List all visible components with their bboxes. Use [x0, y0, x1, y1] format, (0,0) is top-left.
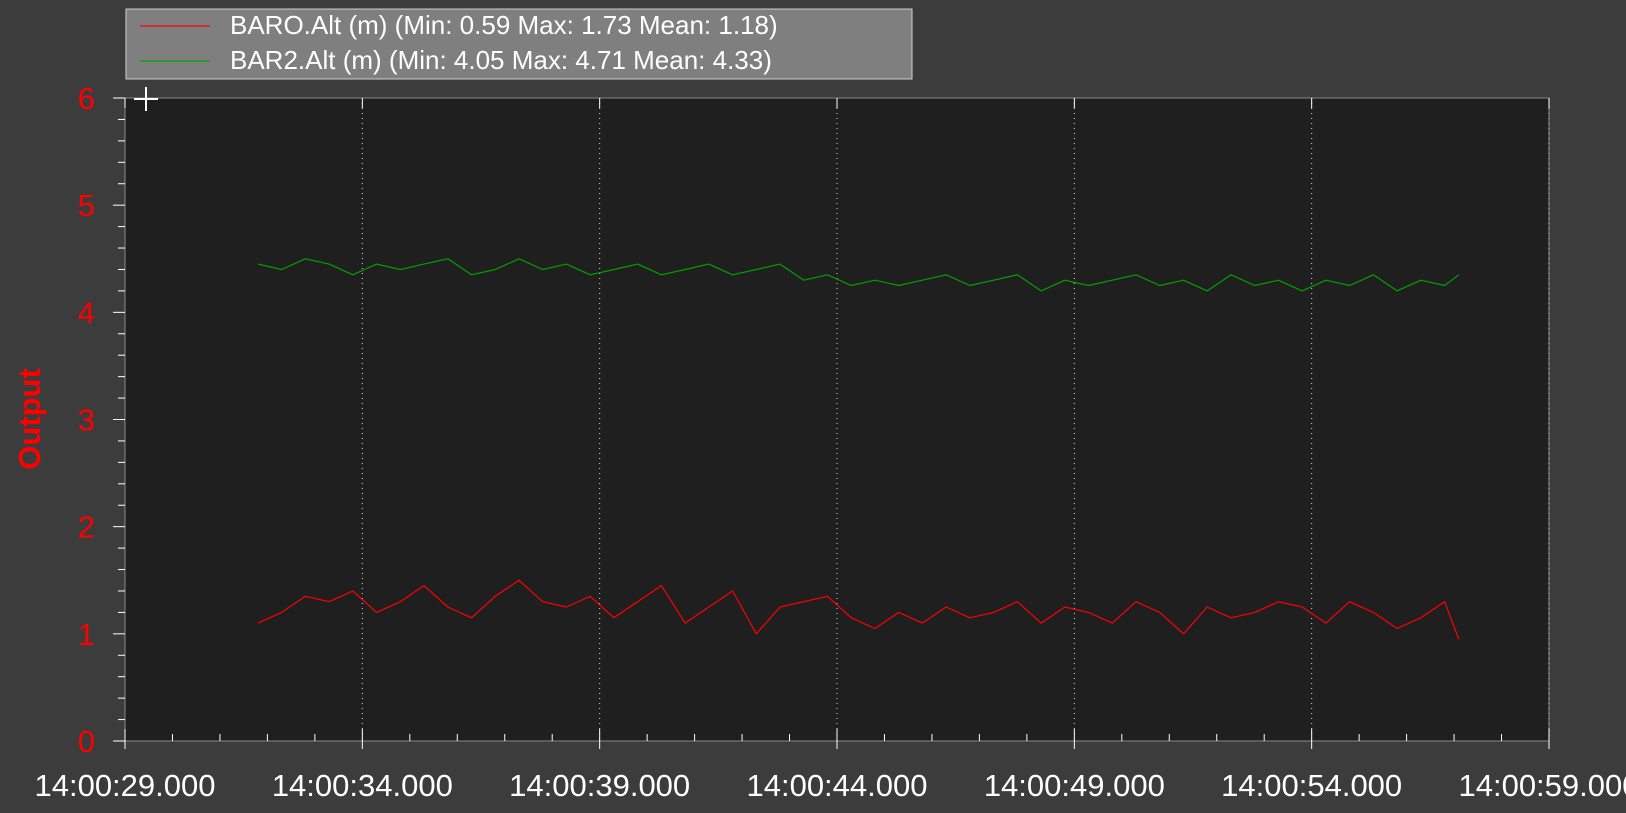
y-tick-label: 1 — [78, 617, 95, 652]
y-tick-label: 2 — [78, 510, 95, 545]
legend-label-baro-alt: BARO.Alt (m) (Min: 0.59 Max: 1.73 Mean: … — [230, 10, 778, 40]
x-tick-label: 14:00:54.000 — [1221, 768, 1402, 803]
crosshair-cursor-icon — [134, 87, 158, 111]
x-tick-label: 14:00:49.000 — [984, 768, 1165, 803]
x-tick-label: 14:00:44.000 — [746, 768, 927, 803]
y-tick-label: 6 — [78, 81, 95, 116]
y-tick-label: 4 — [78, 295, 95, 330]
x-tick-label: 14:00:39.000 — [509, 768, 690, 803]
axes: 14:00:29.000 14:00:34.000 14:00:39.000 14:0… — [34, 81, 1626, 803]
y-tick-label: 5 — [78, 188, 95, 223]
legend-box — [125, 8, 913, 80]
plot-area[interactable] — [124, 97, 1550, 742]
series-lines — [257, 258, 1460, 640]
y-axis-title: Output — [12, 368, 47, 470]
x-tick-label: 14:00:59.000 — [1458, 768, 1626, 803]
legend-label-bar2-alt: BAR2.Alt (m) (Min: 4.05 Max: 4.71 Mean: … — [230, 45, 772, 75]
grid-lines — [361, 98, 1550, 741]
y-tick-label: 0 — [78, 724, 95, 759]
legend[interactable]: BARO.Alt (m) (Min: 0.59 Max: 1.73 Mean: … — [125, 8, 913, 80]
y-tick-label: 3 — [78, 403, 95, 438]
series-line-baro-alt — [257, 579, 1460, 640]
x-tick-label: 14:00:34.000 — [272, 768, 453, 803]
series-line-bar2-alt — [257, 258, 1460, 292]
x-tick-label: 14:00:29.000 — [34, 768, 215, 803]
